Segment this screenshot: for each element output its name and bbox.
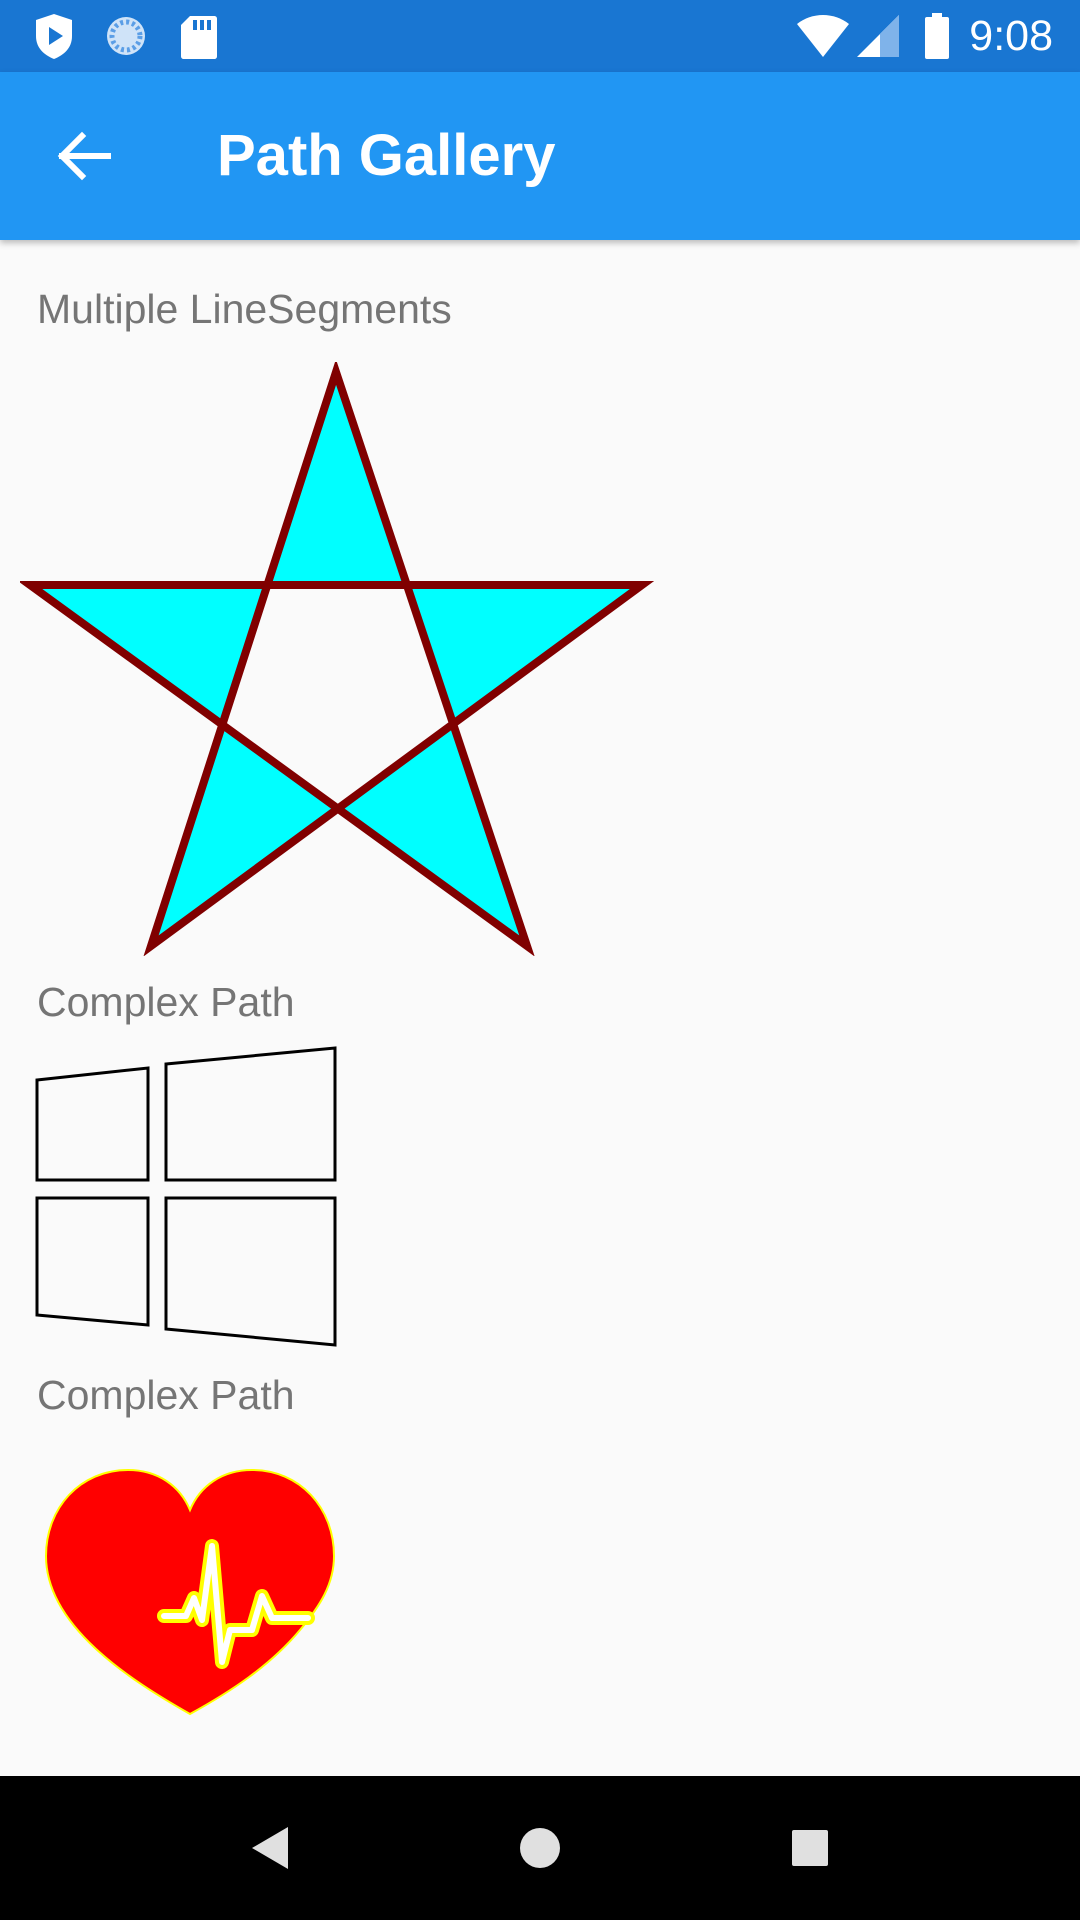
home-circle-icon <box>518 1826 562 1870</box>
star-shape <box>20 362 654 956</box>
back-button[interactable] <box>28 100 140 212</box>
section-label-multiple-linesegments: Multiple LineSegments <box>37 286 452 332</box>
recents-square-icon <box>790 1828 830 1868</box>
back-triangle-icon <box>248 1825 292 1871</box>
wifi-icon <box>796 14 850 58</box>
nav-recents-button[interactable] <box>760 1798 860 1898</box>
section-label-complex-path-1: Complex Path <box>37 979 295 1025</box>
nav-home-button[interactable] <box>490 1798 590 1898</box>
play-protect-icon <box>32 12 76 60</box>
windows-logo-shape <box>35 1046 337 1347</box>
heart-pulse-shape <box>44 1468 336 1716</box>
navigation-bar <box>0 1776 1080 1920</box>
section-label-complex-path-2: Complex Path <box>37 1372 295 1418</box>
status-bar: 9:08 <box>0 0 1080 72</box>
sd-card-icon <box>180 14 218 60</box>
cellular-signal-icon <box>856 14 900 58</box>
battery-icon <box>924 12 950 60</box>
status-time: 9:08 <box>969 12 1053 60</box>
nav-back-button[interactable] <box>220 1798 320 1898</box>
app-bar: Path Gallery <box>0 72 1080 240</box>
sync-icon <box>104 14 148 58</box>
page-title: Path Gallery <box>217 123 556 188</box>
arrow-left-icon <box>56 128 112 184</box>
